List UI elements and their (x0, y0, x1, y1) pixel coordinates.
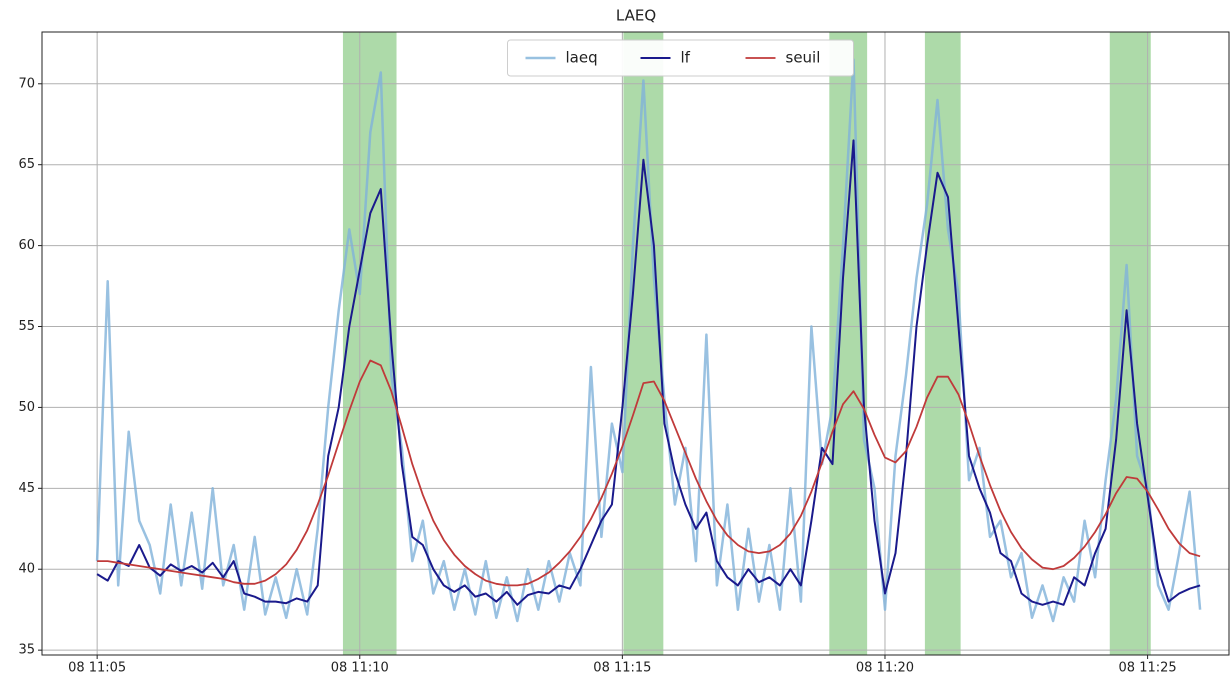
chart-title: LAEQ (616, 7, 656, 25)
x-tick-label: 08 11:15 (593, 661, 651, 676)
y-tick-label: 40 (18, 562, 35, 577)
series-line (96, 139, 1201, 606)
legend-box (507, 39, 854, 77)
highlight-span (623, 32, 664, 655)
y-tick-label: 35 (18, 643, 35, 658)
y-tick-label: 45 (18, 481, 35, 496)
y-tick-label: 60 (18, 238, 35, 253)
legend-label: lf (681, 49, 691, 67)
highlight-span (924, 32, 961, 655)
x-tick-label: 08 11:05 (68, 661, 126, 676)
y-tick-label: 70 (18, 76, 35, 91)
plot-frame (41, 31, 1230, 656)
legend-label: laeq (566, 49, 598, 67)
x-tick-label: 08 11:10 (331, 661, 389, 676)
series-line (97, 359, 1201, 587)
y-tick-label: 50 (18, 400, 35, 415)
highlight-span (342, 32, 397, 655)
legend: laeq lf seuil (507, 39, 854, 77)
y-tick-label: 65 (18, 157, 35, 172)
x-tick-label: 08 11:25 (1119, 661, 1177, 676)
legend-label: seuil (786, 49, 821, 67)
x-tick-label: 08 11:20 (856, 661, 914, 676)
series-line (95, 58, 1202, 623)
y-tick-label: 55 (18, 319, 35, 334)
